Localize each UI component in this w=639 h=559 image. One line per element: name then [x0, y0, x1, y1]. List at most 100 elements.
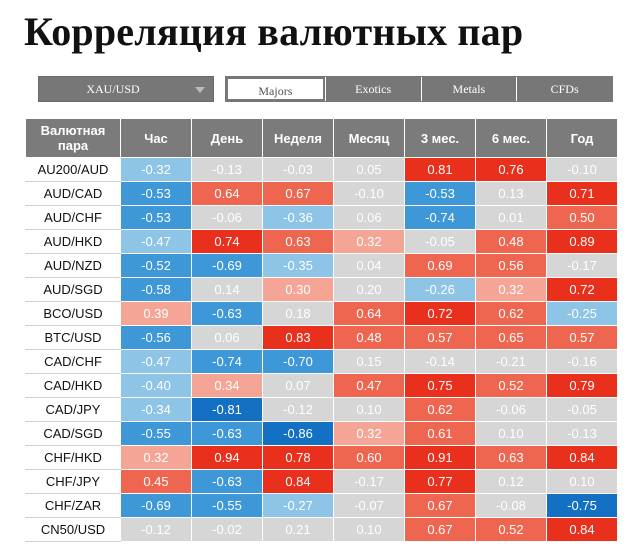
correlation-cell: -0.17	[546, 253, 618, 278]
correlation-cell: 0.45	[120, 469, 192, 494]
correlation-cell: 0.13	[475, 181, 547, 206]
correlation-cell: 0.91	[404, 445, 476, 470]
correlation-cell: -0.05	[404, 229, 476, 254]
correlation-cell: -0.27	[262, 493, 334, 518]
correlation-cell: -0.63	[191, 421, 263, 446]
pair-name: BTC/USD	[25, 325, 121, 350]
table-row: CAD/SGD -0.55 -0.63 -0.86 0.32 0.61 0.10 -0.13	[25, 421, 618, 446]
correlation-cell: -0.63	[191, 301, 263, 326]
correlation-cell: 0.76	[475, 157, 547, 182]
table-row: AU200/AUD -0.32 -0.13 -0.03 0.05 0.81 0.76 -0.1…	[25, 157, 618, 182]
table-row: AUD/CAD -0.53 0.64 0.67 -0.10 -0.53 0.13 0.71	[25, 181, 618, 206]
correlation-cell: 0.48	[333, 325, 405, 350]
pair-name: CN50/USD	[25, 517, 121, 542]
pair-name: AUD/CHF	[25, 205, 121, 230]
correlation-cell: 0.15	[333, 349, 405, 374]
correlation-cell: 0.50	[546, 205, 618, 230]
pair-name: AUD/HKD	[25, 229, 121, 254]
correlation-cell: -0.36	[262, 205, 334, 230]
header-pair: Валютная пара	[25, 118, 121, 158]
correlation-cell: -0.69	[191, 253, 263, 278]
category-tabs: Majors Exotics Metals CFDs	[225, 76, 613, 102]
correlation-cell: -0.58	[120, 277, 192, 302]
correlation-cell: -0.55	[191, 493, 263, 518]
correlation-cell: 0.21	[262, 517, 334, 542]
correlation-cell: 0.05	[333, 157, 405, 182]
correlation-cell: 0.60	[333, 445, 405, 470]
correlation-cell: 0.75	[404, 373, 476, 398]
symbol-select[interactable]: XAU/USD	[38, 76, 214, 102]
table-row: CAD/HKD -0.40 0.34 0.07 0.47 0.75 0.52 0.79	[25, 373, 618, 398]
correlation-cell: -0.26	[404, 277, 476, 302]
header-year: Год	[546, 118, 618, 158]
correlation-cell: -0.13	[546, 421, 618, 446]
table-header-row: Валютная пара Час День Неделя Месяц 3 ме…	[25, 118, 618, 158]
correlation-cell: -0.40	[120, 373, 192, 398]
symbol-select-value: XAU/USD	[86, 82, 140, 96]
pair-name: CAD/CHF	[25, 349, 121, 374]
correlation-cell: 0.18	[262, 301, 334, 326]
tab-metals[interactable]: Metals	[420, 77, 517, 101]
correlation-cell: 0.32	[333, 229, 405, 254]
correlation-cell: 0.83	[262, 325, 334, 350]
correlation-cell: 0.14	[191, 277, 263, 302]
table-row: AUD/SGD -0.58 0.14 0.30 0.20 -0.26 0.32 0.72	[25, 277, 618, 302]
correlation-cell: 0.89	[546, 229, 618, 254]
correlation-cell: 0.62	[404, 397, 476, 422]
correlation-cell: 0.52	[475, 373, 547, 398]
correlation-cell: 0.07	[262, 373, 334, 398]
correlation-cell: -0.05	[546, 397, 618, 422]
correlation-cell: -0.02	[191, 517, 263, 542]
correlation-cell: -0.47	[120, 349, 192, 374]
correlation-cell: -0.03	[262, 157, 334, 182]
correlation-cell: 0.71	[546, 181, 618, 206]
correlation-cell: 0.32	[475, 277, 547, 302]
correlation-cell: -0.10	[333, 181, 405, 206]
correlation-table: Валютная пара Час День Неделя Месяц 3 ме…	[25, 118, 618, 542]
correlation-cell: 0.61	[404, 421, 476, 446]
header-week: Неделя	[262, 118, 334, 158]
correlation-cell: 0.12	[475, 469, 547, 494]
correlation-cell: -0.55	[120, 421, 192, 446]
correlation-cell: -0.21	[475, 349, 547, 374]
tab-majors[interactable]: Majors	[226, 77, 325, 101]
correlation-cell: -0.34	[120, 397, 192, 422]
header-month: Месяц	[333, 118, 405, 158]
correlation-cell: -0.81	[191, 397, 263, 422]
correlation-cell: 0.47	[333, 373, 405, 398]
table-row: AUD/CHF -0.53 -0.06 -0.36 0.06 -0.74 0.01 0.50	[25, 205, 618, 230]
correlation-cell: 0.52	[475, 517, 547, 542]
correlation-cell: 0.20	[333, 277, 405, 302]
correlation-cell: -0.12	[120, 517, 192, 542]
tab-cfds[interactable]: CFDs	[516, 77, 612, 101]
tab-exotics[interactable]: Exotics	[324, 77, 421, 101]
correlation-cell: 0.72	[546, 277, 618, 302]
table-row: CHF/JPY 0.45 -0.63 0.84 -0.17 0.77 0.12 0.10	[25, 469, 618, 494]
correlation-cell: -0.53	[404, 181, 476, 206]
correlation-cell: 0.57	[546, 325, 618, 350]
pair-name: CHF/HKD	[25, 445, 121, 470]
correlation-cell: 0.57	[404, 325, 476, 350]
correlation-cell: -0.63	[191, 469, 263, 494]
pair-name: AU200/AUD	[25, 157, 121, 182]
correlation-cell: -0.35	[262, 253, 334, 278]
correlation-cell: -0.10	[546, 157, 618, 182]
correlation-cell: 0.56	[475, 253, 547, 278]
table-row: CN50/USD -0.12 -0.02 0.21 0.10 0.67 0.52 0.84	[25, 517, 618, 542]
correlation-cell: 0.84	[546, 445, 618, 470]
correlation-cell: 0.84	[262, 469, 334, 494]
header-3-months: 3 мес.	[404, 118, 476, 158]
correlation-cell: 0.01	[475, 205, 547, 230]
correlation-cell: -0.07	[333, 493, 405, 518]
correlation-cell: 0.39	[120, 301, 192, 326]
pair-name: CHF/ZAR	[25, 493, 121, 518]
table-row: BCO/USD 0.39 -0.63 0.18 0.64 0.72 0.62 -0.25	[25, 301, 618, 326]
correlation-cell: 0.72	[404, 301, 476, 326]
table-row: AUD/HKD -0.47 0.74 0.63 0.32 -0.05 0.48 0.89	[25, 229, 618, 254]
table-row: CAD/JPY -0.34 -0.81 -0.12 0.10 0.62 -0.06 -0.05	[25, 397, 618, 422]
pair-name: CAD/JPY	[25, 397, 121, 422]
correlation-cell: -0.13	[191, 157, 263, 182]
correlation-cell: -0.12	[262, 397, 334, 422]
correlation-cell: -0.86	[262, 421, 334, 446]
correlation-cell: 0.64	[333, 301, 405, 326]
